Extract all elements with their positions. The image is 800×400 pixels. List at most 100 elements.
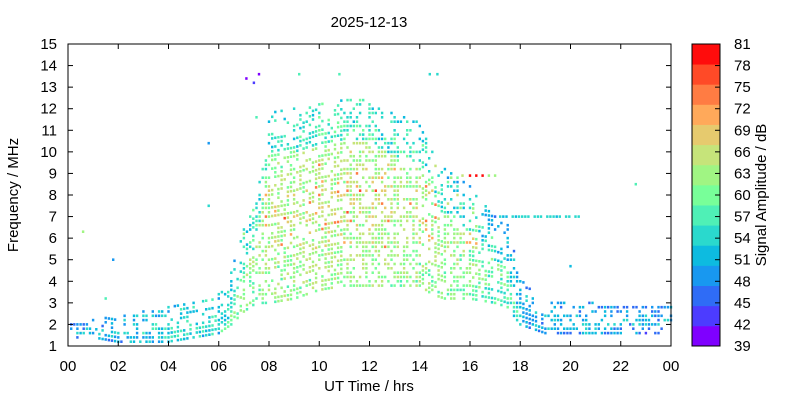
ionogram-cell: [371, 176, 374, 179]
ionogram-cell: [330, 191, 333, 195]
ionogram-cell: [217, 323, 220, 326]
ionogram-cell: [493, 215, 497, 218]
ionogram-cell: [355, 116, 359, 119]
ionogram-cell: [324, 244, 327, 247]
ionogram-cell: [220, 321, 224, 324]
ionogram-cell: [336, 272, 340, 275]
ionogram-cell: [358, 133, 362, 136]
ionogram-cell: [305, 280, 308, 283]
ionogram-cell: [343, 124, 346, 128]
ionogram-cell: [352, 120, 355, 123]
ionogram-cell: [616, 305, 619, 309]
ionogram-cell: [245, 243, 249, 246]
ionogram-cell: [478, 268, 481, 272]
ionogram-cell: [299, 221, 302, 225]
ionogram-cell: [271, 223, 274, 226]
ionogram-cell: [142, 310, 145, 313]
ionogram-cell: [415, 254, 418, 257]
ionogram-cell: [512, 310, 516, 313]
ionogram-cell: [421, 174, 425, 177]
ionogram-cell: [192, 336, 195, 339]
ionogram-cell: [189, 328, 192, 331]
ionogram-cell: [233, 298, 236, 301]
ionogram-cell: [525, 321, 528, 324]
ionogram-cell: [255, 262, 258, 266]
ionogram-cell: [396, 159, 399, 162]
ionogram-cell: [500, 269, 503, 272]
ionogram-cell: [135, 331, 139, 335]
ionogram-cell: [563, 301, 566, 305]
ionogram-cell: [437, 191, 440, 195]
ionogram-cell: [509, 301, 513, 305]
ionogram-cell: [113, 331, 117, 334]
ionogram-cell: [346, 223, 349, 227]
ionogram-cell: [462, 292, 465, 296]
ionogram-cell: [437, 277, 440, 281]
ionogram-cell: [456, 275, 459, 279]
ionogram-cell: [512, 284, 516, 287]
ionogram-cell: [302, 199, 305, 202]
x-tick-label: 00: [663, 358, 680, 375]
ionogram-cell: [343, 172, 346, 175]
ionogram-cell: [412, 185, 415, 188]
ionogram-cell: [575, 327, 578, 330]
ionogram-cell: [211, 315, 214, 319]
ionogram-cell: [283, 264, 286, 267]
ionogram-cell: [506, 236, 509, 240]
ionogram-cell: [443, 223, 447, 227]
ionogram-cell: [581, 318, 585, 322]
ionogram-cell: [264, 159, 268, 162]
ionogram-cell: [207, 141, 210, 145]
ionogram-cell: [186, 332, 189, 336]
ionogram-cell: [406, 172, 409, 175]
ionogram-cell: [358, 236, 362, 240]
ionogram-cell: [525, 308, 528, 311]
ionogram-cell: [412, 159, 415, 162]
ionogram-cell: [574, 215, 577, 218]
x-tick-label: 16: [462, 358, 479, 375]
ionogram-cell: [318, 172, 321, 175]
ionogram-cell: [512, 314, 516, 318]
ionogram-cell: [421, 217, 425, 220]
ionogram-cell: [283, 294, 286, 298]
ionogram-cell: [443, 245, 447, 249]
ionogram-cell: [299, 286, 302, 290]
ionogram-cell: [406, 215, 409, 218]
ionogram-cell: [431, 189, 434, 192]
ionogram-cell: [358, 163, 362, 167]
ionogram-cell: [437, 230, 440, 233]
ionogram-cell: [286, 199, 290, 202]
ionogram-cell: [610, 310, 613, 313]
ionogram-cell: [296, 291, 299, 295]
ionogram-cell: [343, 258, 346, 261]
ionogram-cell: [239, 296, 242, 299]
ionogram-cell: [472, 211, 475, 215]
ionogram-cell: [321, 214, 324, 218]
ionogram-cell: [358, 98, 362, 102]
ionogram-cell: [98, 337, 101, 340]
ionogram-cell: [321, 288, 324, 291]
ionogram-cell: [277, 148, 280, 152]
ionogram-cell: [355, 163, 359, 167]
ionogram-cell: [245, 251, 249, 255]
ionogram-cell: [428, 282, 431, 285]
ionogram-cell: [456, 258, 459, 261]
ionogram-cell: [396, 202, 399, 205]
ionogram-cell: [274, 136, 277, 140]
ionogram-cell: [563, 327, 566, 330]
ionogram-cell: [249, 241, 252, 244]
ionogram-cell: [314, 147, 318, 150]
ionogram-cell: [327, 226, 330, 230]
ionogram-cell: [490, 266, 494, 270]
ionogram-cell: [406, 129, 409, 132]
plot-area: [68, 44, 671, 346]
ionogram-cell: [525, 316, 528, 320]
ionogram-cell: [308, 270, 312, 273]
ionogram-cell: [113, 335, 117, 339]
ionogram-cell: [412, 150, 415, 154]
ionogram-cell: [321, 180, 324, 183]
ionogram-cell: [302, 212, 305, 215]
ionogram-cell: [264, 254, 268, 257]
ionogram-cell: [487, 287, 491, 291]
ionogram-cell: [343, 180, 346, 184]
